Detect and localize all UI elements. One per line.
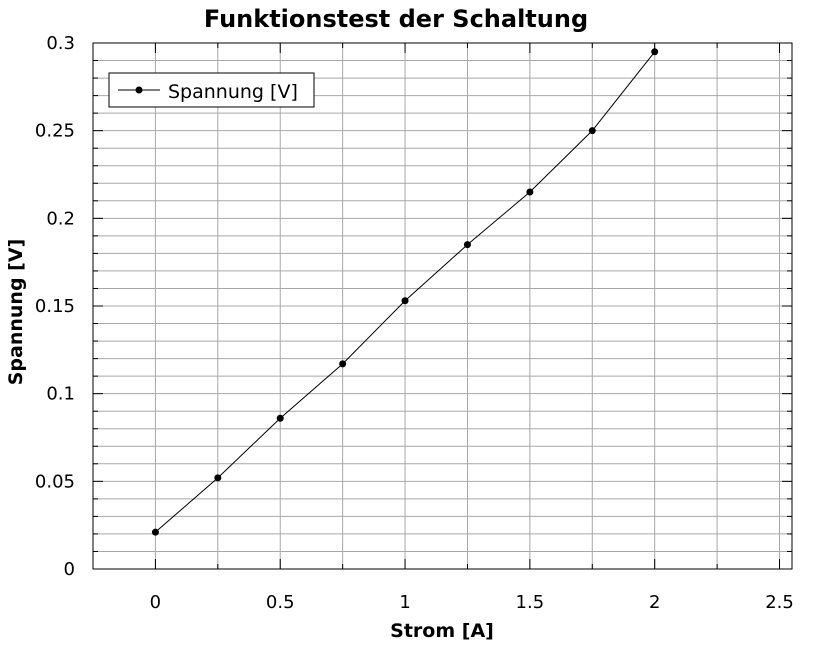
grid <box>92 42 792 570</box>
tick-labels: 0 0.05 0.1 0.15 0.2 0.25 0.3 0 0.5 1 1.5 2 2.5 <box>35 33 794 613</box>
series <box>151 48 659 536</box>
x-tick-label: 2.5 <box>765 592 794 613</box>
chart-title: Funktionstest der Schaltung <box>204 5 588 33</box>
legend-label: Spannung [V] <box>168 81 298 103</box>
data-point <box>463 241 471 249</box>
data-point <box>151 528 159 536</box>
legend: Spannung [V] <box>108 72 315 108</box>
x-axis-label: Strom [A] <box>390 620 494 641</box>
legend-marker <box>135 86 143 94</box>
y-tick-label: 0.3 <box>46 33 75 54</box>
data-point <box>214 474 222 482</box>
data-point <box>339 360 347 368</box>
axis-ticks <box>92 42 792 570</box>
y-tick-label: 0.2 <box>46 208 75 229</box>
data-point <box>588 127 596 135</box>
data-point <box>401 297 409 305</box>
y-tick-label: 0.25 <box>35 121 75 142</box>
y-tick-label: 0.15 <box>35 296 75 317</box>
y-tick-label: 0 <box>64 559 75 580</box>
data-point <box>651 48 659 56</box>
y-tick-label: 0.1 <box>46 384 75 405</box>
y-tick-label: 0.05 <box>35 471 75 492</box>
x-tick-label: 2 <box>649 592 660 613</box>
data-point <box>526 188 534 196</box>
x-tick-label: 1 <box>399 592 410 613</box>
x-tick-label: 0.5 <box>266 592 295 613</box>
x-tick-label: 0 <box>150 592 161 613</box>
y-axis-label: Spannung [V] <box>5 239 27 386</box>
data-point <box>276 414 284 422</box>
x-tick-label: 1.5 <box>516 592 545 613</box>
